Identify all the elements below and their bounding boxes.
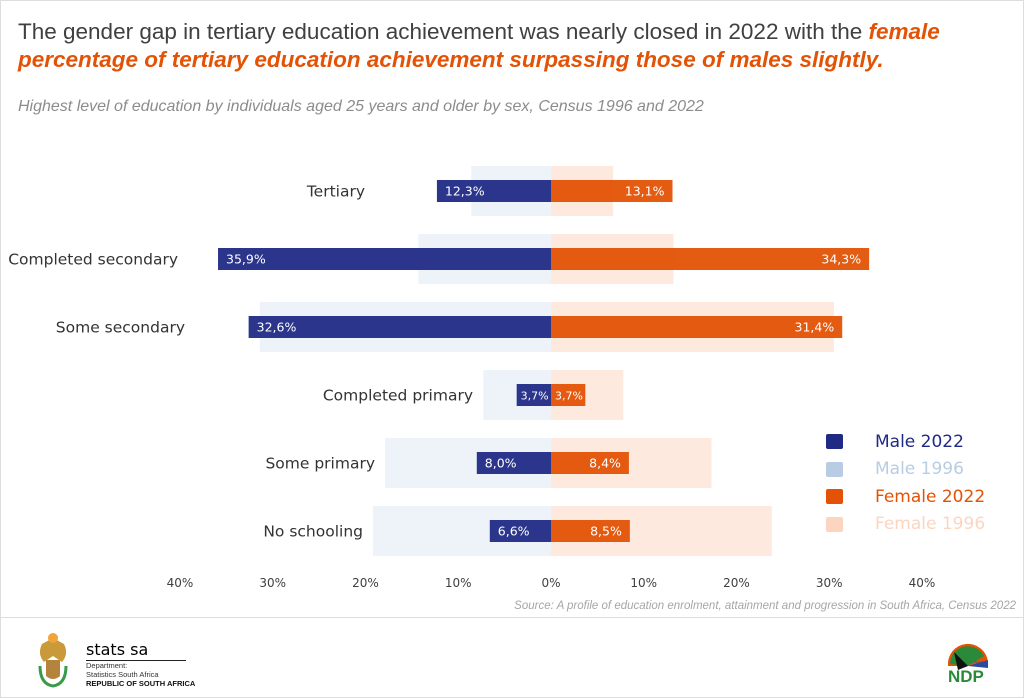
x-tick-label: 0% [541,576,560,590]
label-female-2022: 31,4% [795,320,835,335]
label-male-2022: 12,3% [445,184,485,199]
bar-male-2022 [476,452,551,474]
category-label: Completed primary [323,387,473,405]
legend-item: Male 1996 [826,456,985,484]
label-female-2022: 8,5% [590,524,622,539]
bar-male-2022 [436,180,551,202]
x-tick-label: 10% [445,576,472,590]
legend-label: Male 1996 [875,459,964,480]
bar-female-2022 [551,384,586,406]
bar-female-2022 [551,248,870,270]
category-label: Tertiary [306,183,365,201]
legend-swatch [826,461,843,477]
legend-item: Female 1996 [826,511,985,539]
svg-text:NDP: NDP [948,667,984,684]
label-male-2022: 3,7% [521,390,549,403]
legend-item: Male 2022 [826,428,985,456]
label-male-2022: 35,9% [226,252,266,267]
x-tick-label: 40% [167,576,194,590]
bar-male-2022 [489,520,551,542]
category-label: Some primary [265,455,375,473]
legend: Male 2022 Male 1996 Female 2022 Female 1996 [826,428,985,538]
republic-label: REPUBLIC OF SOUTH AFRICA [86,679,196,688]
footer-divider [0,617,1024,618]
legend-swatch [826,489,843,505]
brand-name: stats sa [86,640,186,661]
chart-title: The gender gap in tertiary education ach… [18,18,1018,74]
bar-male-2022 [218,248,551,270]
legend-swatch [826,434,843,450]
legend-swatch [826,516,843,532]
bar-female-2022 [551,452,629,474]
x-tick-label: 20% [723,576,750,590]
coat-of-arms-icon [38,633,68,688]
dept-name: Statistics South Africa [86,670,159,679]
bar-female-2022 [551,316,843,338]
category-label: Some secondary [56,319,185,337]
bar-female-2022 [551,520,630,542]
x-tick-label: 30% [816,576,843,590]
category-label: No schooling [263,523,363,541]
stats-sa-logo: stats sa Department: Statistics South Af… [34,632,195,688]
chart-subtitle: Highest level of education by individual… [18,98,704,115]
x-tick-label: 20% [352,576,379,590]
label-male-2022: 32,6% [257,320,297,335]
title-highlight: female percentage of tertiary education … [18,19,940,72]
label-female-2022: 8,4% [589,456,621,471]
category-label: Completed secondary [8,251,178,269]
legend-label: Male 2022 [875,431,964,452]
label-female-2022: 13,1% [625,184,665,199]
title-text: The gender gap in tertiary education ach… [18,19,869,44]
bar-male-2022 [248,316,551,338]
label-female-2022: 3,7% [555,390,583,403]
bar-female-2022 [551,180,673,202]
x-tick-label: 30% [259,576,286,590]
svg-text:2030: 2030 [974,662,988,668]
x-tick-label: 40% [909,576,936,590]
label-female-2022: 34,3% [821,252,861,267]
bar-chart: 12,3% 13,1% Tertiary 35,9% 34,3% Completed se… [8,166,936,590]
ndp-logo: 2030 NDP [947,643,988,684]
legend-label: Female 1996 [875,514,986,535]
bar-male-2022 [516,384,551,406]
source-note: Source: A profile of education enrolment… [514,600,1016,612]
legend-label: Female 2022 [875,486,986,507]
label-male-2022: 8,0% [485,456,517,471]
legend-item: Female 2022 [826,483,985,511]
x-tick-label: 10% [630,576,657,590]
dept-label: Department: [86,661,128,670]
label-male-2022: 6,6% [498,524,530,539]
